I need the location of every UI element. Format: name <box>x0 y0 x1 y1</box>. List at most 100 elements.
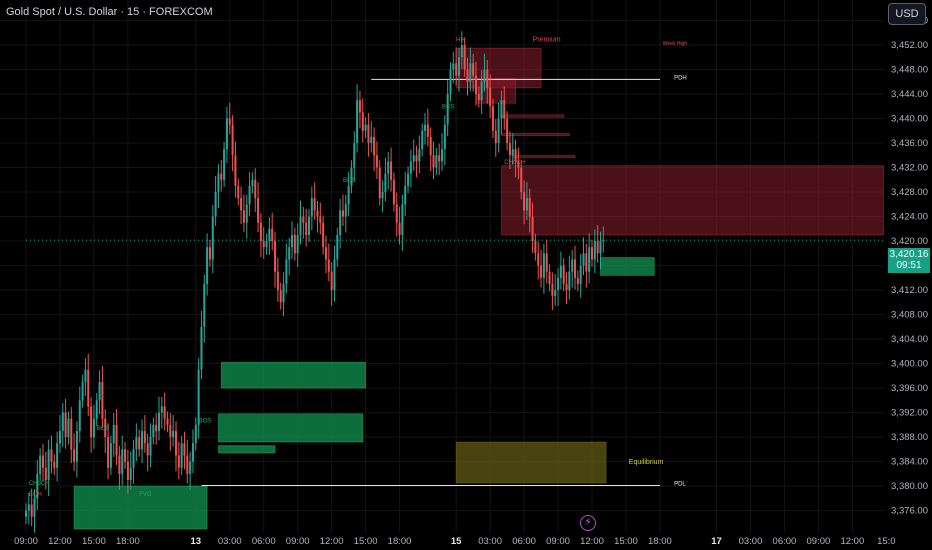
candle-body <box>319 216 322 223</box>
candle-body <box>146 443 149 456</box>
annotation-label: FVG <box>139 492 152 498</box>
annotations-layer: HH Premium Week High PDH PDL Equilibrium BOS BO… <box>29 36 688 498</box>
candle-body <box>548 271 551 284</box>
time-tick-label: 15:00 <box>354 536 378 547</box>
candle-body <box>293 234 296 254</box>
time-axis-bg <box>0 533 932 550</box>
time-tick-label: 06:00 <box>773 536 797 547</box>
price-tick-label: 3,380.00 <box>891 481 928 492</box>
candle-body <box>107 437 110 468</box>
candle-body <box>240 198 243 211</box>
price-tick-label: 3,440.00 <box>891 114 928 125</box>
candle-body <box>305 222 308 235</box>
annotation-label: BOS <box>343 178 356 184</box>
candle-body <box>78 400 81 431</box>
candle-body <box>480 81 483 101</box>
candle-body <box>424 124 427 131</box>
time-tick-label: 18:00 <box>116 536 140 547</box>
price-tick-label: 3,432.00 <box>891 163 928 174</box>
annotation-label: PDL <box>674 482 686 488</box>
symbol-title: Gold Spot / U.S. Dollar · 15 · FOREXCOM <box>6 6 213 18</box>
price-tick-label: 3,404.00 <box>891 334 928 345</box>
candle-body <box>231 124 234 156</box>
supply-zone <box>501 114 565 118</box>
candle-body <box>375 155 378 168</box>
candle-body <box>155 424 158 431</box>
candle-body <box>124 449 127 462</box>
candle-body <box>56 443 59 468</box>
candle-body <box>378 167 381 199</box>
candle-body <box>180 443 183 468</box>
candle-body <box>582 253 585 266</box>
candle-body <box>274 241 277 272</box>
candle-body <box>415 155 418 162</box>
zones-layer <box>73 47 885 530</box>
candle-body <box>531 216 534 242</box>
candle-body <box>497 118 500 144</box>
candle-body <box>132 449 135 468</box>
annotation-label: BOS <box>199 418 212 424</box>
candle-body <box>576 277 579 284</box>
candle-body <box>285 259 288 284</box>
time-tick-label: 06:00 <box>252 536 276 547</box>
time-axis[interactable]: 09:00 12:00 15:00 18:00 13 03:00 06:00 09:00 12:… <box>0 533 932 550</box>
time-tick-label: 12:00 <box>48 536 72 547</box>
candle-body <box>33 498 36 517</box>
lightning-icon[interactable]: ⚡ <box>580 515 596 531</box>
time-tick-label: 15:0 <box>877 536 896 547</box>
last-price-badge: 3,420.16 09:51 <box>888 248 930 273</box>
candle-body <box>477 94 480 101</box>
candle-body <box>387 161 390 174</box>
candle-body <box>585 253 588 272</box>
price-tick-label: 3,436.00 <box>891 138 928 149</box>
candle-body <box>392 179 395 205</box>
candle-body <box>455 63 458 76</box>
annotation-label: Week High <box>663 41 688 47</box>
candle-body <box>220 173 223 180</box>
candle-body <box>525 198 528 211</box>
price-tick-label: 3,448.00 <box>891 65 928 76</box>
candle-body <box>177 455 180 468</box>
candle-body <box>67 418 70 438</box>
supply-zone <box>501 132 570 137</box>
candle-body <box>61 412 64 431</box>
time-tick-label: 18:00 <box>648 536 672 547</box>
candle-body <box>39 455 42 474</box>
candle-body <box>474 75 477 95</box>
demand-zone <box>220 362 366 389</box>
candle-body <box>228 118 231 125</box>
candle-body <box>327 259 330 272</box>
price-tick-label: 3,392.00 <box>891 408 928 419</box>
candle-body <box>466 69 469 82</box>
candle-body <box>370 136 373 144</box>
candle-body <box>517 161 520 168</box>
candle-body <box>426 124 429 137</box>
candle-body <box>313 198 316 211</box>
candle-body <box>443 124 446 150</box>
candle-body <box>98 381 101 401</box>
candle-body <box>508 143 511 156</box>
candle-body <box>279 290 282 303</box>
price-axis[interactable]: 3,376.00 3,380.00 3,384.00 3,388.00 3,392.00… <box>884 0 932 550</box>
price-tick-label: 3,412.00 <box>891 285 928 296</box>
price-tick-label: 3,452.00 <box>891 40 928 51</box>
candle-body <box>384 173 387 193</box>
candle-body <box>223 149 226 180</box>
candle-body <box>571 259 574 272</box>
candle-body <box>87 369 90 407</box>
currency-button[interactable]: USD <box>888 3 926 25</box>
candles-layer <box>25 31 605 533</box>
candle-body <box>469 63 472 82</box>
annotation-label: EQH <box>29 492 42 498</box>
candle-body <box>545 253 548 272</box>
candle-body <box>503 100 506 119</box>
candle-body <box>237 185 240 199</box>
demand-zone <box>218 413 364 443</box>
candle-body <box>520 167 523 193</box>
candle-body <box>540 265 543 278</box>
candle-body <box>268 228 271 242</box>
candle-body <box>291 234 294 248</box>
candle-body <box>152 424 155 438</box>
candle-body <box>418 149 421 162</box>
